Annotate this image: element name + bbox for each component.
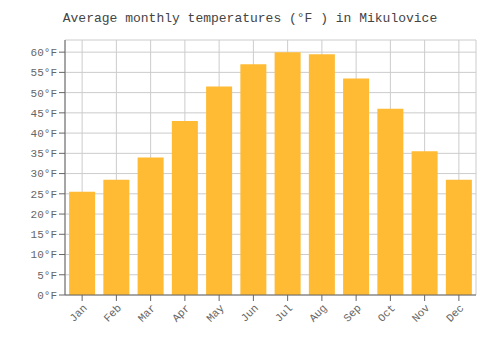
svg-text:60°F: 60°F <box>31 47 57 59</box>
svg-text:Mar: Mar <box>136 302 158 324</box>
svg-text:20°F: 20°F <box>31 209 57 221</box>
svg-text:Apr: Apr <box>170 302 192 324</box>
svg-text:45°F: 45°F <box>31 108 57 120</box>
svg-text:35°F: 35°F <box>31 148 57 160</box>
svg-text:Jun: Jun <box>239 302 261 324</box>
svg-text:Nov: Nov <box>410 302 433 325</box>
svg-text:5°F: 5°F <box>37 270 57 282</box>
svg-text:Aug: Aug <box>307 302 329 324</box>
svg-text:55°F: 55°F <box>31 67 57 79</box>
svg-text:Feb: Feb <box>102 302 124 324</box>
svg-text:15°F: 15°F <box>31 229 57 241</box>
svg-text:Jul: Jul <box>273 302 295 324</box>
svg-text:25°F: 25°F <box>31 189 57 201</box>
svg-text:40°F: 40°F <box>31 128 57 140</box>
svg-text:May: May <box>204 302 227 325</box>
svg-text:Oct: Oct <box>376 302 398 324</box>
svg-text:Dec: Dec <box>444 302 466 324</box>
svg-text:0°F: 0°F <box>37 290 57 302</box>
html-text:Average monthly temperatures (: Average monthly temperatures (°F ) in Mi… <box>62 11 438 26</box>
svg-text:Jan: Jan <box>67 302 89 324</box>
svg-text:10°F: 10°F <box>31 249 57 261</box>
svg-text:50°F: 50°F <box>31 88 57 100</box>
svg-text:30°F: 30°F <box>31 168 57 180</box>
svg-text:Sep: Sep <box>341 302 363 324</box>
